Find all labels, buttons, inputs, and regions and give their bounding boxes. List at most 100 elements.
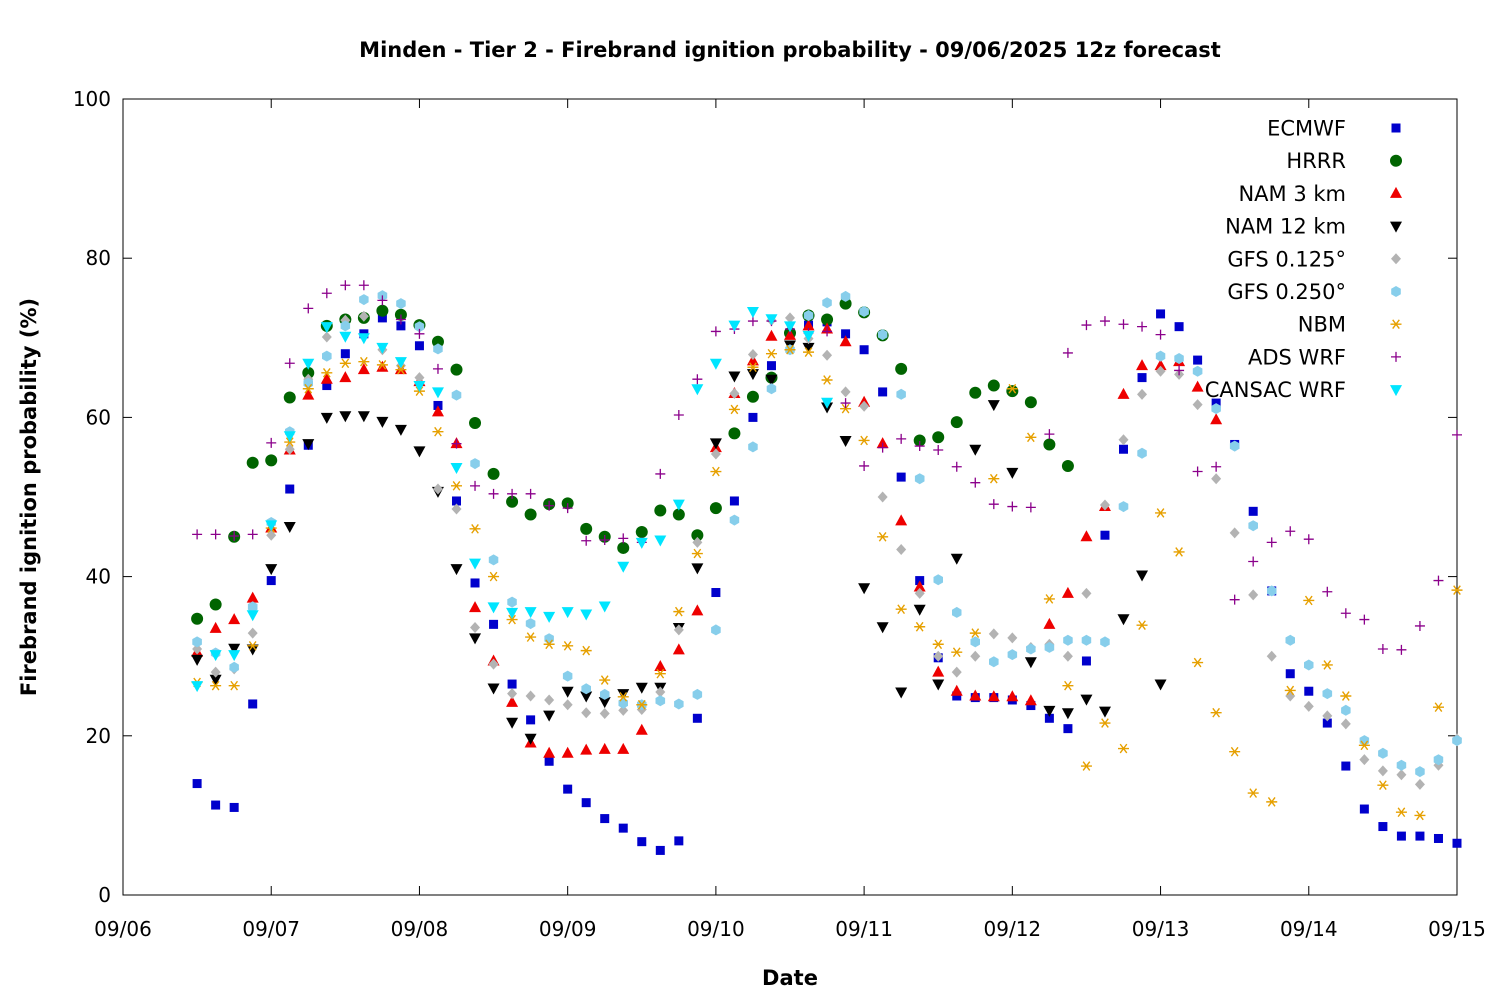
data-point xyxy=(821,397,834,409)
data-point xyxy=(543,639,555,650)
data-point xyxy=(877,491,888,503)
data-point xyxy=(433,343,443,355)
data-point xyxy=(950,684,963,696)
data-point xyxy=(1378,822,1388,832)
data-point xyxy=(359,294,369,306)
data-point xyxy=(765,314,778,326)
data-point xyxy=(1415,831,1425,841)
data-point xyxy=(506,717,519,729)
data-point xyxy=(1137,321,1148,332)
data-point xyxy=(617,742,630,754)
data-point xyxy=(284,358,295,369)
data-point xyxy=(1174,365,1185,376)
data-point xyxy=(970,636,980,648)
data-point xyxy=(635,723,648,735)
data-point xyxy=(1229,594,1240,605)
data-point xyxy=(914,473,925,485)
data-point xyxy=(840,398,851,409)
data-point xyxy=(1433,575,1444,586)
data-point xyxy=(1118,743,1129,754)
data-point xyxy=(1118,434,1129,446)
data-point xyxy=(1100,636,1110,648)
data-point xyxy=(302,388,315,400)
data-point xyxy=(1377,765,1388,777)
data-point xyxy=(1303,700,1314,712)
data-point xyxy=(1117,387,1130,399)
data-point xyxy=(802,342,815,354)
data-point xyxy=(1099,718,1111,728)
data-point xyxy=(951,647,963,658)
data-point xyxy=(377,313,387,323)
data-point xyxy=(285,484,295,494)
data-point xyxy=(1396,769,1407,781)
data-point xyxy=(1098,706,1111,718)
data-point xyxy=(1340,691,1352,701)
data-point xyxy=(246,610,259,622)
legend-marker xyxy=(1390,221,1402,233)
data-point xyxy=(395,364,407,375)
data-point xyxy=(617,561,630,573)
data-point xyxy=(524,607,537,619)
data-point xyxy=(709,502,722,515)
data-point xyxy=(1304,659,1314,671)
data-point xyxy=(1043,594,1055,604)
data-point xyxy=(617,689,630,701)
data-point xyxy=(209,621,222,633)
legend-marker xyxy=(1391,253,1401,265)
data-point xyxy=(506,614,518,625)
data-point xyxy=(469,633,482,645)
legend-label: HRRR xyxy=(1286,149,1346,173)
data-point xyxy=(357,411,370,423)
data-point xyxy=(1044,429,1055,440)
data-point xyxy=(785,312,795,324)
data-point xyxy=(302,358,315,370)
data-point xyxy=(822,349,833,361)
data-point xyxy=(432,363,443,374)
data-point xyxy=(580,743,593,755)
data-point xyxy=(228,680,240,691)
data-point xyxy=(322,350,332,362)
data-point xyxy=(339,371,352,383)
data-point xyxy=(302,366,315,379)
data-point xyxy=(1192,399,1203,411)
legend-label: GFS 0.125° xyxy=(1227,247,1346,271)
data-point xyxy=(932,665,945,677)
data-point xyxy=(1173,547,1185,557)
data-point xyxy=(525,690,536,702)
data-point xyxy=(580,522,593,535)
data-point xyxy=(709,358,722,370)
data-point xyxy=(765,329,778,341)
data-point xyxy=(969,628,981,638)
data-point xyxy=(969,386,982,399)
data-point xyxy=(1304,686,1314,696)
data-point xyxy=(396,298,406,310)
y-tick-label: 60 xyxy=(86,405,111,429)
legend-label: NAM 12 km xyxy=(1225,215,1346,239)
data-point xyxy=(1174,353,1184,364)
data-point xyxy=(1266,797,1278,807)
data-point xyxy=(1154,679,1167,691)
data-point xyxy=(895,514,908,526)
data-point xyxy=(394,357,407,369)
data-point xyxy=(822,297,832,309)
data-point xyxy=(1395,807,1407,818)
data-point xyxy=(895,687,908,699)
data-point xyxy=(1359,804,1369,814)
data-point xyxy=(1452,838,1462,848)
data-point xyxy=(525,488,536,499)
data-point xyxy=(914,441,925,452)
data-point xyxy=(210,529,221,540)
data-point xyxy=(414,321,425,333)
data-point xyxy=(358,280,369,291)
data-point xyxy=(451,438,462,449)
data-point xyxy=(1007,649,1018,661)
data-point xyxy=(691,563,704,575)
data-point xyxy=(283,431,296,443)
data-point xyxy=(895,362,908,375)
data-point xyxy=(746,307,759,319)
data-point xyxy=(1210,413,1223,425)
data-point xyxy=(839,435,852,447)
data-point xyxy=(841,329,851,339)
legend-marker xyxy=(1390,186,1402,198)
data-point xyxy=(562,503,573,514)
